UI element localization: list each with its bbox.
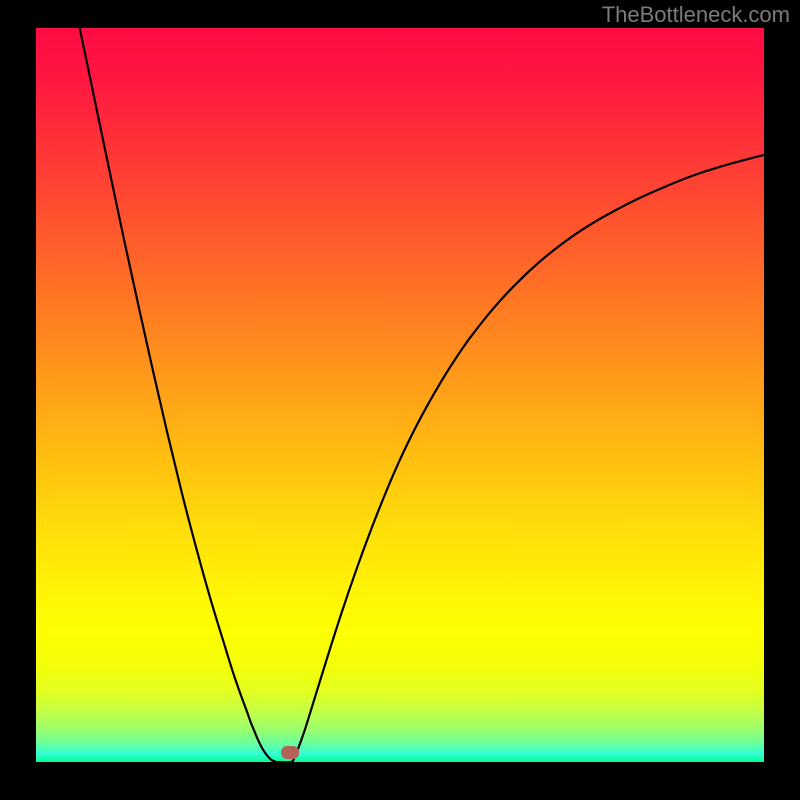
optimal-marker bbox=[281, 746, 299, 759]
chart-svg bbox=[0, 0, 800, 800]
chart-stage: TheBottleneck.com bbox=[0, 0, 800, 800]
watermark-text: TheBottleneck.com bbox=[602, 2, 790, 28]
plot-area bbox=[36, 28, 764, 762]
